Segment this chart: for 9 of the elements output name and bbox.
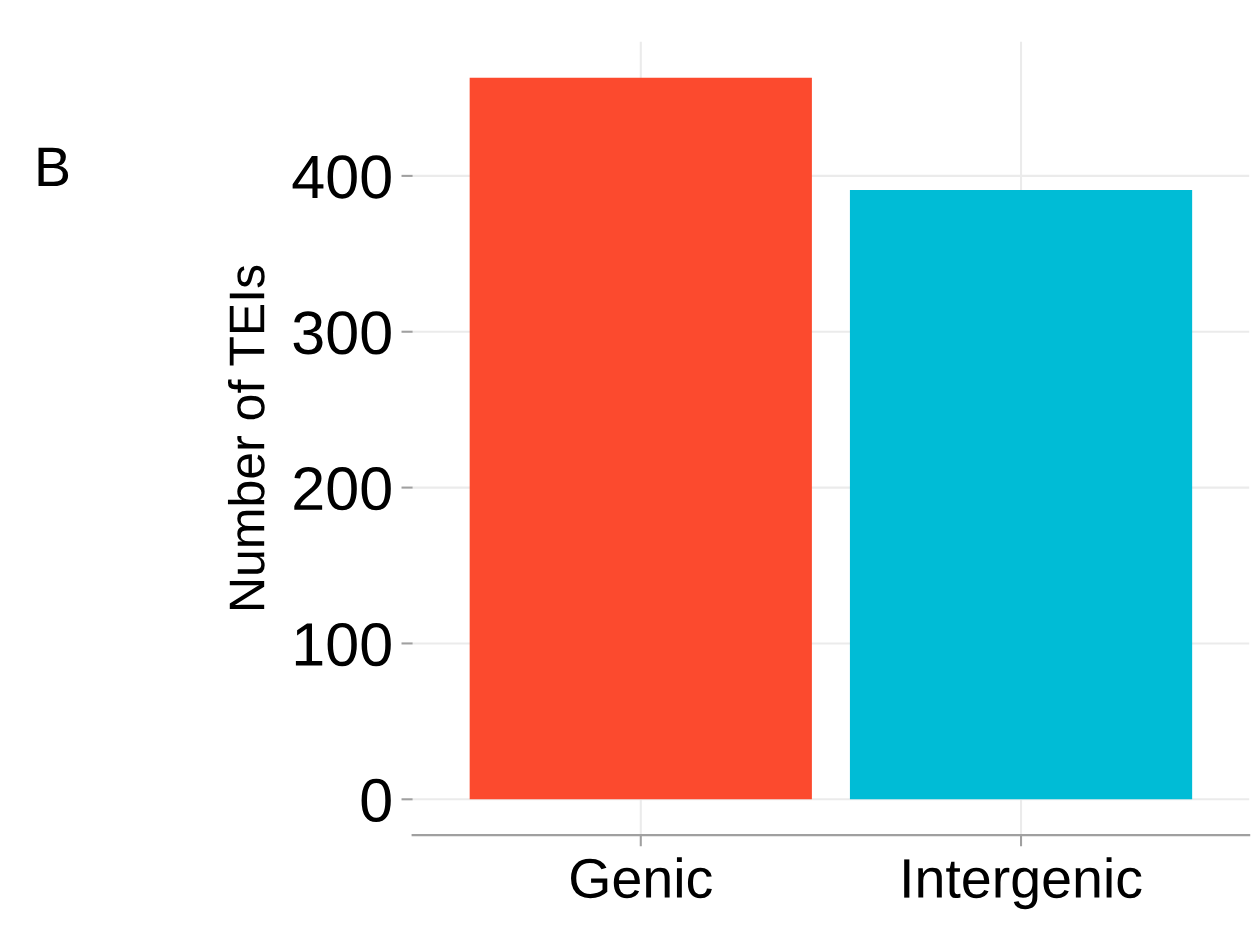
text: B — [38, 147, 69, 186]
x-tick-label: Genic — [571, 857, 712, 899]
y-axis-title: Number of TEIs — [227, 265, 265, 609]
y-tick-label: 300 — [293, 311, 391, 355]
x-tick-label: Intergenic — [904, 857, 1142, 910]
y-tick-label: 0 — [361, 778, 391, 823]
y-tick-label: 400 — [292, 155, 391, 199]
y-tick-label: 200 — [294, 467, 391, 511]
y-tick-label: 100 — [295, 622, 391, 667]
